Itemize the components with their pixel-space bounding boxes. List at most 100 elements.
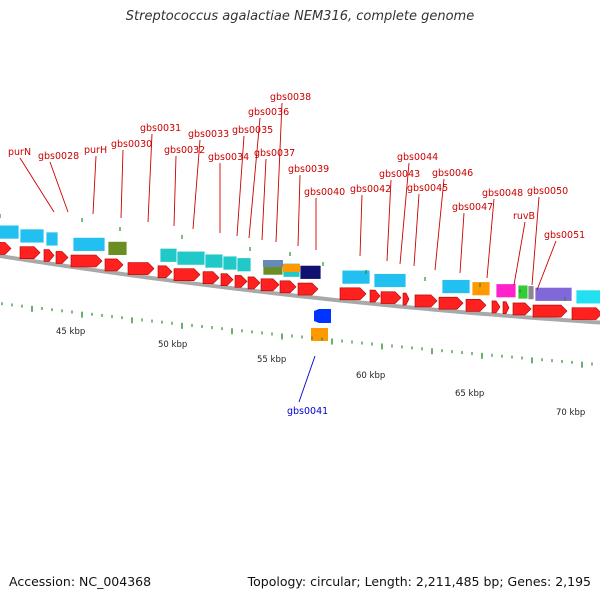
leader-line <box>486 198 495 279</box>
cds-layer <box>0 224 600 341</box>
gene-block <box>311 328 328 341</box>
leader-line <box>261 158 267 241</box>
cds-arrow-forward <box>247 276 261 290</box>
gene-label-gbs0047[interactable]: gbs0047 <box>452 202 493 213</box>
cds-arrow-forward <box>127 262 155 275</box>
gene-label-gbs0037[interactable]: gbs0037 <box>254 148 295 159</box>
leader-line <box>147 133 153 223</box>
cds-arrow-forward <box>339 287 367 301</box>
cds-arrow-forward <box>297 282 319 296</box>
gene-block <box>527 285 535 301</box>
gene-label-purN[interactable]: purN <box>8 147 31 158</box>
gene-block <box>373 273 407 288</box>
cds-arrow-forward <box>70 254 103 268</box>
gene-block <box>222 255 238 271</box>
gene-block <box>341 269 371 285</box>
cds-arrow-forward <box>402 292 410 306</box>
leader-layer <box>19 102 557 403</box>
cds-arrow-forward <box>104 258 124 272</box>
leader-line <box>386 179 392 262</box>
leader-line <box>248 117 261 239</box>
cds-arrow-forward <box>260 278 280 292</box>
scale-label: 55 kbp <box>257 355 286 365</box>
leader-line <box>192 139 201 230</box>
cds-arrow-forward <box>369 289 381 303</box>
cds-arrow-forward <box>43 249 55 262</box>
map-title: Streptococcus agalactiae NEM316, complet… <box>125 9 475 24</box>
backbone-line <box>0 253 600 325</box>
gene-label-gbs0040[interactable]: gbs0040 <box>304 187 345 198</box>
cds-arrow-forward <box>491 300 501 314</box>
tick-layer: 45 kbp 50 kbp 55 kbp 60 kbp 65 kbp 70 kbp <box>0 214 593 418</box>
gene-label-gbs0036[interactable]: gbs0036 <box>248 107 289 118</box>
gene-block <box>534 286 573 302</box>
gene-label-gbs0033[interactable]: gbs0033 <box>188 129 229 140</box>
gene-label-gbs0043[interactable]: gbs0043 <box>379 169 420 180</box>
cds-arrow-forward <box>19 246 41 259</box>
leader-line <box>459 212 465 274</box>
cds-arrow-forward <box>465 298 487 312</box>
leader-line <box>49 161 69 213</box>
leader-line <box>19 157 55 213</box>
gene-block <box>495 283 517 299</box>
cds-arrow-forward <box>532 304 568 318</box>
gene-label-gbs0050[interactable]: gbs0050 <box>527 186 568 197</box>
gene-block <box>471 281 491 297</box>
label-layer: purN gbs0028purHgbs0030gbs0031gbs0032gbs0… <box>8 92 585 417</box>
gene-label-gbs0028[interactable]: gbs0028 <box>38 151 79 162</box>
leader-line <box>236 135 245 237</box>
cds-arrow-forward <box>380 291 402 304</box>
gene-block <box>441 279 471 294</box>
leader-line <box>120 149 124 219</box>
gene-label-gbs0045[interactable]: gbs0045 <box>407 183 448 194</box>
cds-arrow-forward <box>173 268 201 281</box>
cds-arrow-forward <box>220 273 234 286</box>
gene-label-gbs0039[interactable]: gbs0039 <box>288 164 329 175</box>
gene-label-gbs0031[interactable]: gbs0031 <box>140 123 181 134</box>
gene-label-ruvB[interactable]: ruvB <box>513 211 535 222</box>
cds-arrow-forward <box>279 280 297 294</box>
gene-label-gbs0048[interactable]: gbs0048 <box>482 188 523 199</box>
gene-block <box>204 253 224 269</box>
cds-arrow-forward <box>157 265 173 279</box>
leader-line <box>297 174 301 247</box>
gene-label-gbs0051[interactable]: gbs0051 <box>544 230 585 241</box>
cds-arrow-reverse <box>314 309 331 323</box>
cds-arrow-forward <box>414 294 438 308</box>
cds-arrow-forward <box>0 242 12 255</box>
cds-arrow-forward <box>502 301 510 315</box>
gene-label-gbs0032[interactable]: gbs0032 <box>164 145 205 156</box>
backbone-layer <box>0 253 600 325</box>
gene-label-gbs0030[interactable]: gbs0030 <box>111 139 152 150</box>
cds-arrow-forward <box>234 275 248 288</box>
leader-line <box>359 194 363 257</box>
topology-text: Topology: circular; Length: 2,211,485 bp… <box>247 574 591 589</box>
leader-line <box>173 155 177 227</box>
gene-label-gbs0035[interactable]: gbs0035 <box>232 125 273 136</box>
gene-label-gbs0044[interactable]: gbs0044 <box>397 152 438 163</box>
leader-line <box>513 221 526 286</box>
leader-line <box>275 102 283 243</box>
gene-label-gbs0046[interactable]: gbs0046 <box>432 168 473 179</box>
leader-line <box>536 240 557 291</box>
gene-label-purH[interactable]: purH <box>84 145 107 156</box>
gene-block <box>0 224 20 240</box>
gene-block <box>575 289 600 305</box>
accession-text: Accession: NC_004368 <box>9 574 152 589</box>
gene-block <box>236 257 252 273</box>
gene-block <box>159 247 178 263</box>
gene-block <box>176 250 206 266</box>
gene-label-gbs0041[interactable]: gbs0041 <box>287 406 328 417</box>
cds-arrow-forward <box>571 307 600 320</box>
cds-arrow-forward <box>55 251 69 264</box>
gene-block <box>45 231 59 247</box>
gene-label-gbs0042[interactable]: gbs0042 <box>350 184 391 195</box>
gene-label-gbs0038[interactable]: gbs0038 <box>270 92 311 103</box>
leader-line <box>531 196 540 286</box>
gene-block <box>263 260 283 267</box>
scale-label: 50 kbp <box>158 340 187 350</box>
leader-line <box>434 178 445 271</box>
gene-label-gbs0034[interactable]: gbs0034 <box>208 152 249 163</box>
gene-block <box>107 240 128 256</box>
